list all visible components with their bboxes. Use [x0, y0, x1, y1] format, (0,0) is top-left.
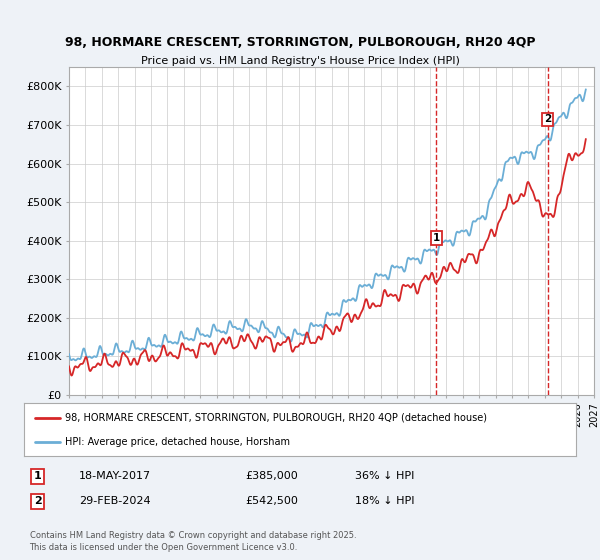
Text: 2: 2 [34, 496, 41, 506]
Text: 2: 2 [544, 114, 551, 124]
Text: 18% ↓ HPI: 18% ↓ HPI [355, 496, 415, 506]
Text: Price paid vs. HM Land Registry's House Price Index (HPI): Price paid vs. HM Land Registry's House … [140, 56, 460, 66]
Text: 98, HORMARE CRESCENT, STORRINGTON, PULBOROUGH, RH20 4QP: 98, HORMARE CRESCENT, STORRINGTON, PULBO… [65, 36, 535, 49]
Text: 29-FEB-2024: 29-FEB-2024 [79, 496, 151, 506]
Text: Contains HM Land Registry data © Crown copyright and database right 2025.
This d: Contains HM Land Registry data © Crown c… [29, 531, 356, 552]
Text: 98, HORMARE CRESCENT, STORRINGTON, PULBOROUGH, RH20 4QP (detached house): 98, HORMARE CRESCENT, STORRINGTON, PULBO… [65, 413, 487, 423]
Text: 1: 1 [433, 233, 440, 243]
Text: 1: 1 [34, 471, 41, 481]
Text: 18-MAY-2017: 18-MAY-2017 [79, 471, 151, 481]
Text: £542,500: £542,500 [245, 496, 298, 506]
Text: 36% ↓ HPI: 36% ↓ HPI [355, 471, 415, 481]
Text: £385,000: £385,000 [245, 471, 298, 481]
Text: HPI: Average price, detached house, Horsham: HPI: Average price, detached house, Hors… [65, 437, 290, 447]
